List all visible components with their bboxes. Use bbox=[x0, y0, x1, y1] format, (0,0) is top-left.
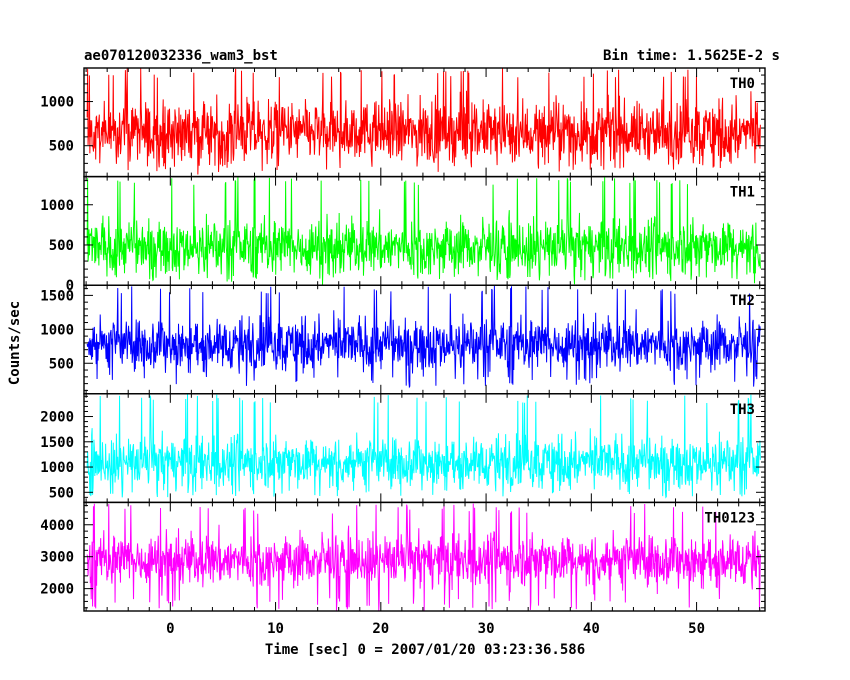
bin-time-label: Bin time: 1.5625E-2 s bbox=[603, 48, 780, 64]
panel-th0: 500 1000 TH0 bbox=[40, 67, 766, 178]
panel-label: TH1 bbox=[730, 185, 755, 201]
x-tick-label: 40 bbox=[583, 621, 600, 637]
panel-label: TH3 bbox=[730, 402, 755, 418]
x-tick-label: 0 bbox=[166, 621, 174, 637]
panel-label: TH0123 bbox=[704, 510, 755, 526]
y-tick-label: 500 bbox=[49, 139, 74, 155]
series-th0123 bbox=[86, 502, 761, 611]
panel-th0123: 2000 3000 4000 TH0123 bbox=[40, 501, 766, 612]
series-th2 bbox=[86, 285, 761, 389]
panels: 500 1000 TH0 0 500 1000 TH1 500 1000 1500 TH2 500 10… bbox=[40, 67, 766, 612]
y-tick-label: 500 bbox=[49, 356, 74, 372]
y-tick-label: 3000 bbox=[40, 550, 74, 566]
y-tick-label: 1000 bbox=[40, 198, 74, 214]
panel-th3: 500 1000 1500 2000 TH3 bbox=[40, 393, 766, 504]
y-tick-label: 1000 bbox=[40, 95, 74, 111]
y-tick-label: 1000 bbox=[40, 460, 74, 476]
panel-th1: 0 500 1000 TH1 bbox=[40, 175, 766, 294]
x-axis: 0 10 20 30 40 50 bbox=[166, 621, 705, 637]
y-tick-label: 4000 bbox=[40, 518, 74, 534]
y-tick-label: 1000 bbox=[40, 322, 74, 338]
x-tick-label: 50 bbox=[688, 621, 705, 637]
y-tick-label: 2000 bbox=[40, 582, 74, 598]
y-tick-label: 500 bbox=[49, 238, 74, 254]
series-th0 bbox=[86, 68, 761, 175]
panel-th2: 500 1000 1500 TH2 bbox=[40, 284, 766, 395]
x-tick-label: 10 bbox=[267, 621, 284, 637]
panel-frame bbox=[83, 175, 766, 286]
y-tick-label: 0 bbox=[66, 278, 74, 294]
panel-label: TH0 bbox=[730, 76, 755, 92]
x-axis-label: Time [sec] 0 = 2007/01/20 03:23:36.586 bbox=[265, 642, 585, 658]
y-tick-label: 2000 bbox=[40, 410, 74, 426]
y-axis-label: Counts/sec bbox=[7, 301, 23, 385]
y-tick-label: 1500 bbox=[40, 435, 74, 451]
y-tick-label: 500 bbox=[49, 485, 74, 501]
panel-label: TH2 bbox=[730, 293, 755, 309]
series-th3 bbox=[86, 393, 761, 499]
series-th1 bbox=[86, 176, 761, 285]
x-tick-label: 20 bbox=[372, 621, 389, 637]
y-tick-label: 1500 bbox=[40, 288, 74, 304]
chart-title: ae070120032336_wam3_bst bbox=[84, 48, 278, 64]
x-tick-label: 30 bbox=[478, 621, 495, 637]
